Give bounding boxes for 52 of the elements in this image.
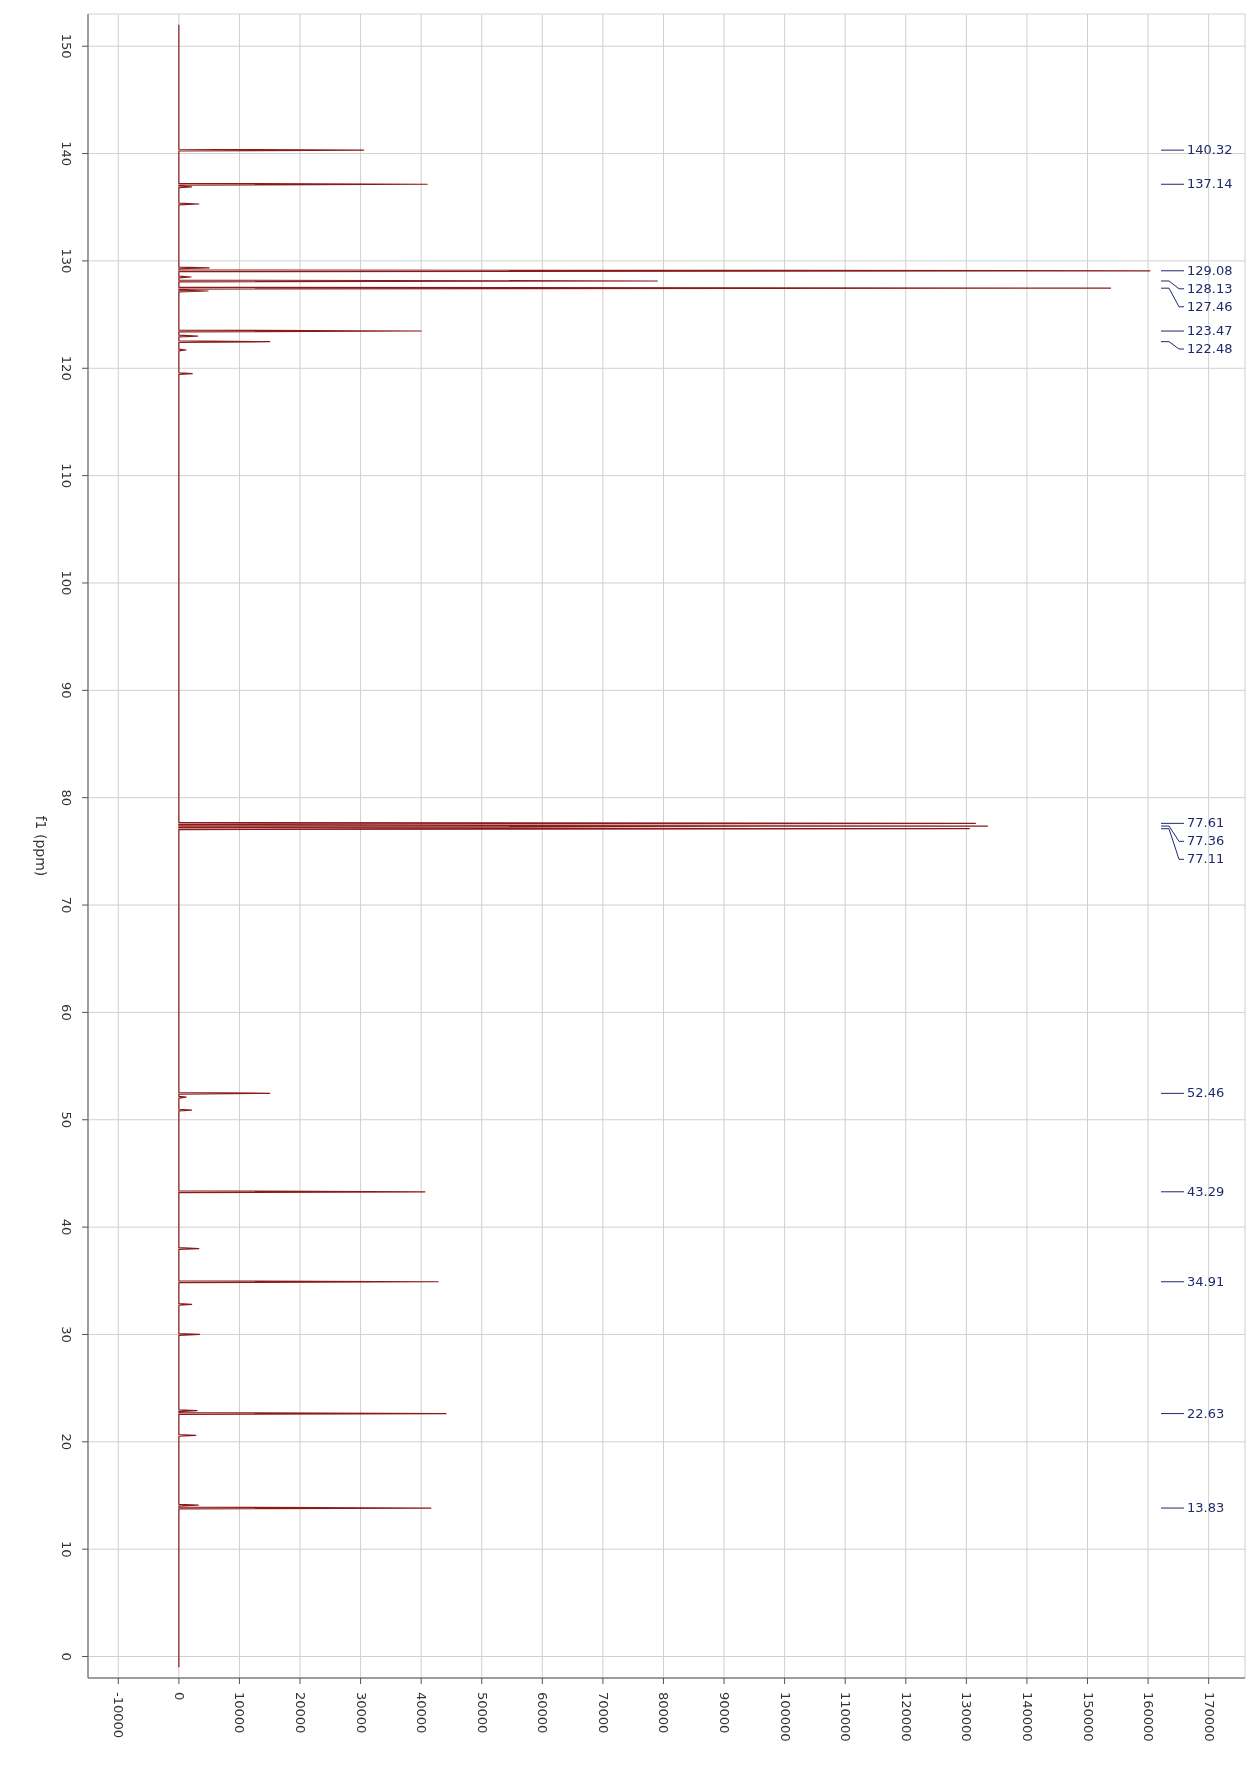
y-tick-label: 130	[59, 248, 74, 274]
x-tick-label: 80000	[656, 1692, 672, 1734]
y-tick-label: 120	[59, 355, 74, 381]
y-tick-label: 80	[59, 789, 74, 806]
x-tick-label: 10000	[232, 1692, 248, 1734]
annotation: 77.36	[1187, 833, 1225, 849]
y-tick-label: 60	[59, 1004, 74, 1021]
annotation: 122.48	[1187, 341, 1233, 357]
x-tick-label: 160000	[1141, 1692, 1157, 1742]
y-tick-label: 70	[59, 896, 74, 914]
x-tick-label: 100000	[777, 1692, 793, 1742]
annotation: 22.63	[1187, 1405, 1225, 1421]
x-tick-label: 90000	[717, 1692, 733, 1734]
line-series	[178, 24, 1151, 1668]
annotation: 77.11	[1187, 851, 1225, 867]
annotation: 34.91	[1187, 1273, 1225, 1289]
y-tick-label: 50	[59, 1111, 74, 1129]
y-tick-label: 40	[59, 1218, 74, 1236]
annotation: 123.47	[1187, 323, 1233, 339]
y-tick-label: 20	[59, 1433, 74, 1451]
x-tick-label: 40000	[414, 1692, 430, 1734]
annotation: 77.61	[1187, 815, 1225, 831]
annotation: 140.32	[1187, 142, 1233, 158]
x-tick-label: 140000	[1019, 1692, 1035, 1742]
y-tick-label: 10	[59, 1540, 74, 1558]
x-tick-label: 150000	[1080, 1692, 1096, 1742]
y-tick-label: 140	[59, 141, 74, 166]
y-tick-label: 150	[59, 33, 74, 59]
y-axis-title: f1 (ppm)	[33, 815, 49, 877]
annotation: 128.13	[1187, 280, 1233, 296]
x-tick-label: 110000	[838, 1692, 854, 1742]
y-tick-label: 90	[59, 682, 74, 699]
x-tick-label: 20000	[293, 1692, 309, 1734]
y-tick-label: 30	[59, 1326, 74, 1343]
x-tick-label: -10000	[111, 1692, 127, 1739]
x-tick-label: 120000	[898, 1692, 914, 1742]
annotation: 137.14	[1187, 176, 1233, 192]
x-tick-label: 0	[171, 1692, 187, 1701]
x-tick-label: 70000	[595, 1692, 611, 1734]
y-tick-label: 110	[59, 463, 74, 489]
annotation: 43.29	[1187, 1183, 1225, 1199]
x-tick-label: 170000	[1201, 1692, 1217, 1742]
y-tick-label: 100	[59, 570, 74, 596]
annotation: 127.46	[1187, 298, 1233, 314]
x-tick-label: 50000	[474, 1692, 490, 1734]
annotation: 52.46	[1187, 1085, 1225, 1101]
annotation: 129.08	[1187, 262, 1233, 278]
x-tick-label: 130000	[959, 1692, 975, 1742]
annotation: 13.83	[1187, 1500, 1225, 1516]
x-tick-label: 60000	[535, 1692, 551, 1734]
y-tick-label: 0	[59, 1652, 74, 1661]
x-tick-label: 30000	[353, 1692, 369, 1734]
